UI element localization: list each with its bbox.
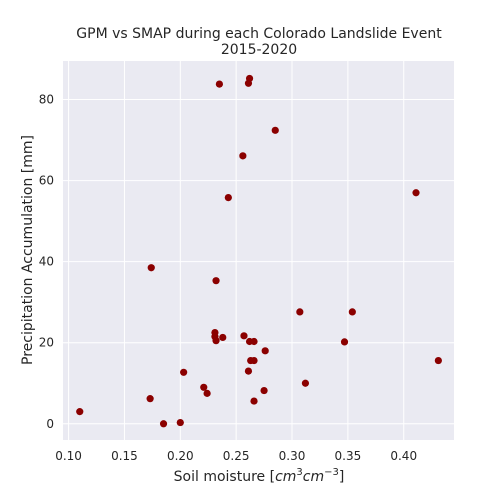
data-point: [301, 379, 310, 387]
data-point: [147, 264, 155, 272]
data-point: [340, 338, 349, 346]
y-tick-labels: 0 20 40 60 80: [39, 93, 54, 431]
x-tick-label: 0.15: [111, 449, 138, 463]
data-point: [412, 189, 420, 197]
y-tick-label: 60: [39, 174, 54, 188]
x-tick-label: 0.20: [167, 449, 194, 463]
data-point: [245, 74, 254, 83]
data-point: [76, 408, 84, 416]
x-tick-label: 0.25: [223, 449, 250, 463]
data-point: [215, 80, 223, 88]
x-axis-label: Soil moisture [cm3cm−3]: [174, 467, 345, 485]
data-point: [240, 332, 248, 340]
data-point: [434, 356, 442, 365]
x-tick-label: 0.10: [55, 449, 82, 463]
data-point: [244, 367, 253, 375]
data-point: [212, 277, 220, 285]
x-grid: [68, 61, 405, 440]
data-point: [224, 194, 232, 202]
y-tick-label: 80: [39, 93, 54, 107]
data-point: [296, 308, 304, 316]
data-point: [250, 337, 258, 346]
y-tick-label: 20: [39, 336, 54, 350]
data-points: [76, 74, 442, 428]
x-tick-labels: 0.10 0.15 0.20 0.25 0.30 0.35 0.40: [55, 449, 417, 463]
chart-title-line-2: 2015-2020: [221, 42, 297, 58]
data-point: [219, 333, 227, 342]
y-tick-label: 40: [39, 255, 54, 269]
y-axis-label: Precipitation Accumulation [mm]: [20, 135, 36, 365]
data-point: [211, 328, 219, 337]
data-point: [250, 356, 258, 365]
data-point: [250, 397, 258, 405]
y-tick-label: 0: [46, 417, 54, 431]
data-point: [260, 386, 268, 395]
y-grid: [63, 99, 454, 425]
data-point: [261, 347, 269, 355]
data-point: [200, 383, 208, 391]
data-point: [348, 308, 356, 316]
chart-title-line-1: GPM vs SMAP during each Colorado Landsli…: [76, 26, 442, 42]
x-tick-label: 0.40: [390, 449, 417, 463]
x-tick-label: 0.35: [335, 449, 362, 463]
data-point: [212, 337, 220, 345]
data-point: [176, 418, 184, 427]
data-point: [146, 395, 154, 403]
data-point: [159, 420, 168, 428]
plot-area: [63, 61, 454, 440]
x-tick-label: 0.30: [279, 449, 306, 463]
data-point: [239, 152, 247, 160]
data-point: [180, 368, 188, 376]
data-point: [271, 126, 279, 134]
data-point: [203, 389, 211, 397]
